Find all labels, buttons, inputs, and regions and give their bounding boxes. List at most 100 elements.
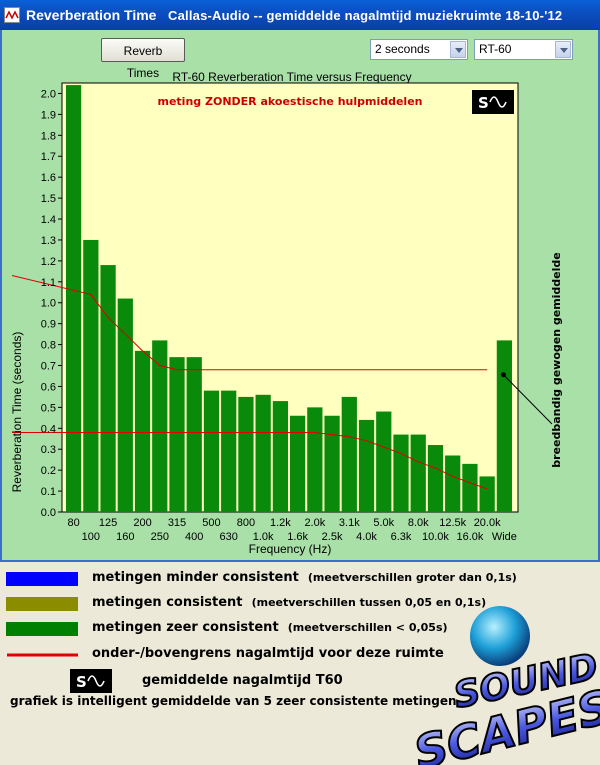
bar-800	[238, 396, 254, 512]
x-tick-label: 315	[168, 517, 186, 529]
soundscapes-mini-logo: S	[472, 90, 514, 114]
x-tick-label: 5.0k	[373, 517, 394, 529]
legend-label: onder-/bovengrens nagalmtijd voor deze r…	[92, 646, 444, 661]
x-tick-label: 200	[133, 517, 151, 529]
footer-note: grafiek is intelligent gemiddelde van 5 …	[10, 694, 457, 708]
x-tick-label: 6.3k	[391, 531, 412, 543]
y-tick-label: 1.0	[41, 298, 56, 310]
window-subtitle: Callas-Audio -- gemiddelde nagalmtijd mu…	[168, 8, 563, 23]
bar-2.0k	[307, 407, 323, 512]
x-tick-label: 4.0k	[356, 531, 377, 543]
y-tick-label: 0.0	[41, 507, 56, 519]
lower-limit-line	[12, 432, 488, 490]
y-tick-label: 1.4	[41, 214, 56, 226]
x-tick-label: 500	[202, 517, 220, 529]
bar-6.3k	[393, 434, 409, 512]
y-tick-label: 1.5	[41, 193, 56, 205]
mode-select[interactable]: RT-60	[474, 39, 573, 60]
bar-630	[221, 390, 237, 512]
limit-line-swatch	[7, 653, 78, 657]
svg-text:S: S	[478, 94, 489, 112]
y-tick-label: 1.3	[41, 235, 56, 247]
bar-80	[66, 85, 82, 512]
bar-400	[186, 357, 202, 512]
x-tick-label: 125	[99, 517, 117, 529]
bar-4.0k	[358, 419, 375, 512]
app-icon	[4, 7, 20, 23]
bar-100	[83, 239, 99, 512]
y-tick-label: 0.8	[41, 340, 56, 352]
side-label: breedbandig gewogen gemiddelde	[550, 252, 563, 468]
soundscapes-logo: SOUND SCAPES	[408, 606, 600, 765]
y-tick-label: 1.8	[41, 130, 56, 142]
x-tick-label: 2.0k	[304, 517, 325, 529]
y-tick-label: 1.2	[41, 256, 56, 268]
bar-200	[134, 350, 151, 512]
x-tick-label: Wide	[492, 531, 517, 543]
bar-Wide	[496, 340, 512, 512]
x-tick-label: 10.0k	[422, 531, 449, 543]
bar-1.2k	[272, 401, 288, 512]
bar-12.5k	[445, 455, 461, 512]
y-tick-label: 0.2	[41, 465, 56, 477]
upper-limit-line	[11, 275, 488, 371]
legend-note: (meetverschillen tussen 0,05 en 0,1s)	[251, 596, 487, 609]
x-tick-label: 250	[151, 531, 169, 543]
bar-20.0k	[479, 476, 495, 512]
wide-marker-dot	[500, 372, 506, 378]
bar-500	[203, 390, 220, 512]
time-range-value: 2 seconds	[375, 42, 430, 56]
x-axis-label: Frequency (Hz)	[249, 542, 332, 556]
bar-160	[117, 298, 133, 512]
x-tick-label: 630	[220, 531, 238, 543]
bar-1.6k	[290, 415, 306, 512]
svg-text:S: S	[76, 673, 87, 691]
bar-315	[169, 357, 185, 512]
bar-group	[66, 85, 512, 512]
y-tick-label: 1.6	[41, 172, 56, 184]
mode-value: RT-60	[479, 42, 512, 56]
chevron-down-icon[interactable]	[450, 41, 466, 58]
chevron-down-icon[interactable]	[555, 41, 571, 58]
bar-3.1k	[341, 396, 357, 512]
chart-annotation: meting ZONDER akoestische hulpmiddelen	[158, 95, 423, 108]
x-tick-label: 400	[185, 531, 203, 543]
time-range-select[interactable]: 2 seconds	[370, 39, 468, 60]
bar-125	[100, 265, 116, 512]
globe-icon	[470, 606, 530, 666]
legend-note: (meetverschillen groter dan 0,1s)	[307, 571, 517, 584]
bar-16.0k	[462, 463, 478, 512]
y-axis-label: Reverberation Time (seconds)	[10, 332, 24, 493]
legend-label: metingen consistent	[92, 595, 243, 610]
bar-2.5k	[324, 415, 340, 512]
x-tick-label: 160	[116, 531, 134, 543]
y-tick-label: 0.9	[41, 319, 56, 331]
y-tick-label: 0.1	[41, 486, 56, 498]
legend-swatch	[6, 622, 78, 636]
y-tick-label: 1.7	[41, 151, 56, 163]
wide-marker-leader	[503, 374, 553, 425]
x-tick-label: 1.6k	[287, 531, 308, 543]
bar-1.0k	[255, 394, 271, 512]
y-tick-label: 2.0	[41, 88, 56, 100]
legend-swatch	[6, 572, 78, 586]
reverb-times-button[interactable]: Reverb Times	[101, 38, 185, 80]
y-tick-label: 0.6	[41, 381, 56, 393]
bar-8.0k	[410, 434, 426, 512]
y-tick-label: 0.7	[41, 361, 56, 373]
x-tick-label: 20.0k	[474, 517, 501, 529]
bar-250	[152, 340, 168, 512]
x-tick-label: 1.0k	[253, 531, 274, 543]
y-tick-label: 0.3	[41, 444, 56, 456]
title-bar: Reverberation Time Callas-Audio -- gemid…	[0, 0, 600, 30]
legend-label: metingen zeer consistent	[92, 620, 279, 635]
x-tick-label: 80	[67, 517, 79, 529]
x-tick-label: 8.0k	[408, 517, 429, 529]
y-tick-label: 1.1	[41, 277, 56, 289]
y-tick-label: 0.4	[41, 423, 56, 435]
legend-note: (meetverschillen < 0,05s)	[287, 621, 448, 634]
x-tick-label: 16.0k	[456, 531, 483, 543]
y-tick-label: 1.9	[41, 109, 56, 121]
x-tick-label: 800	[237, 517, 255, 529]
